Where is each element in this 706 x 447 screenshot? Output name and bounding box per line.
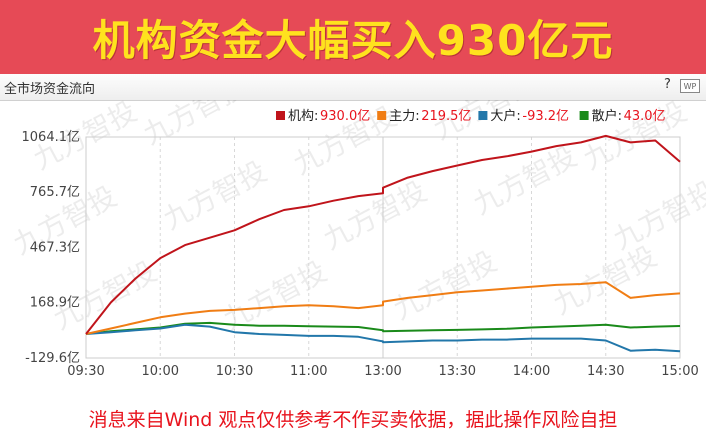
banner-title: 机构资金大幅买入930亿元 [92,15,614,65]
x-tick-label: 09:30 [67,364,104,379]
x-tick-label: 14:00 [513,364,550,379]
watermark-text: 九方智投 [318,174,432,256]
legend-swatch [377,111,387,120]
legend-label: 散户: [592,108,622,124]
y-tick-label: -129.6亿 [25,351,80,366]
x-tick-label: 13:00 [364,364,401,379]
disclaimer: 消息来自Wind 观点仅供参考不作买卖依据，据此操作风险自担 [88,408,618,431]
x-tick-label: 14:30 [587,364,624,379]
axes: 09:30 10:00 10:30 11:00 13:00 13:30 14:00 14:30… [22,130,699,379]
legend-value: -93.2亿 [522,109,569,124]
chart-panel: 全市场资金流向 ? WP [0,74,706,391]
series-line-1 [85,281,681,335]
legend-swatch [579,111,589,120]
legend-label: 大户: [490,108,520,124]
watermark-text: 九方智投 [468,139,582,221]
x-tick-label: 10:00 [142,364,179,379]
legend-value: 219.5亿 [421,109,471,124]
legend-label: 机构: [288,109,318,124]
y-tick-label: 1064.1亿 [22,130,81,145]
panel-header: 全市场资金流向 ? WP [0,74,706,101]
x-tick-label: 10:30 [216,364,253,379]
series-lines [85,134,681,353]
legend-value: 43.0亿 [624,109,666,124]
x-tick-label: 13:30 [439,364,476,379]
watermark-text: 九方智投 [608,174,706,256]
series-line-2 [85,323,681,353]
watermark-text: 九方智投 [158,154,272,236]
y-tick-label: 467.3亿 [30,240,80,255]
legend-label: 主力: [389,109,419,124]
y-tick-label: 765.7亿 [30,185,80,200]
plot-frame [85,136,681,359]
watermark-text: 九方智投 [388,244,502,326]
grid [159,137,607,358]
watermark-text: 九方智投 [548,239,662,321]
series-line-0 [85,134,681,335]
legend-swatch [478,111,488,120]
series-line-3 [85,321,681,335]
y-tick-label: 168.9亿 [30,296,80,311]
question-icon[interactable]: ? [664,77,671,92]
banner: 机构资金大幅买入930亿元 [0,0,706,74]
legend: 机构: 930.0亿 主力: 219.5亿 大户: -93.2亿 散户: 43.0亿 [276,108,666,124]
wp-icon[interactable]: WP [680,79,700,93]
legend-swatch [276,111,285,120]
watermark-text: 九方智投 [138,100,252,151]
panel-title: 全市场资金流向 [4,82,96,97]
x-tick-label: 15:00 [661,364,698,379]
x-tick-label: 11:00 [290,364,327,379]
legend-value: 930.0亿 [320,109,370,124]
